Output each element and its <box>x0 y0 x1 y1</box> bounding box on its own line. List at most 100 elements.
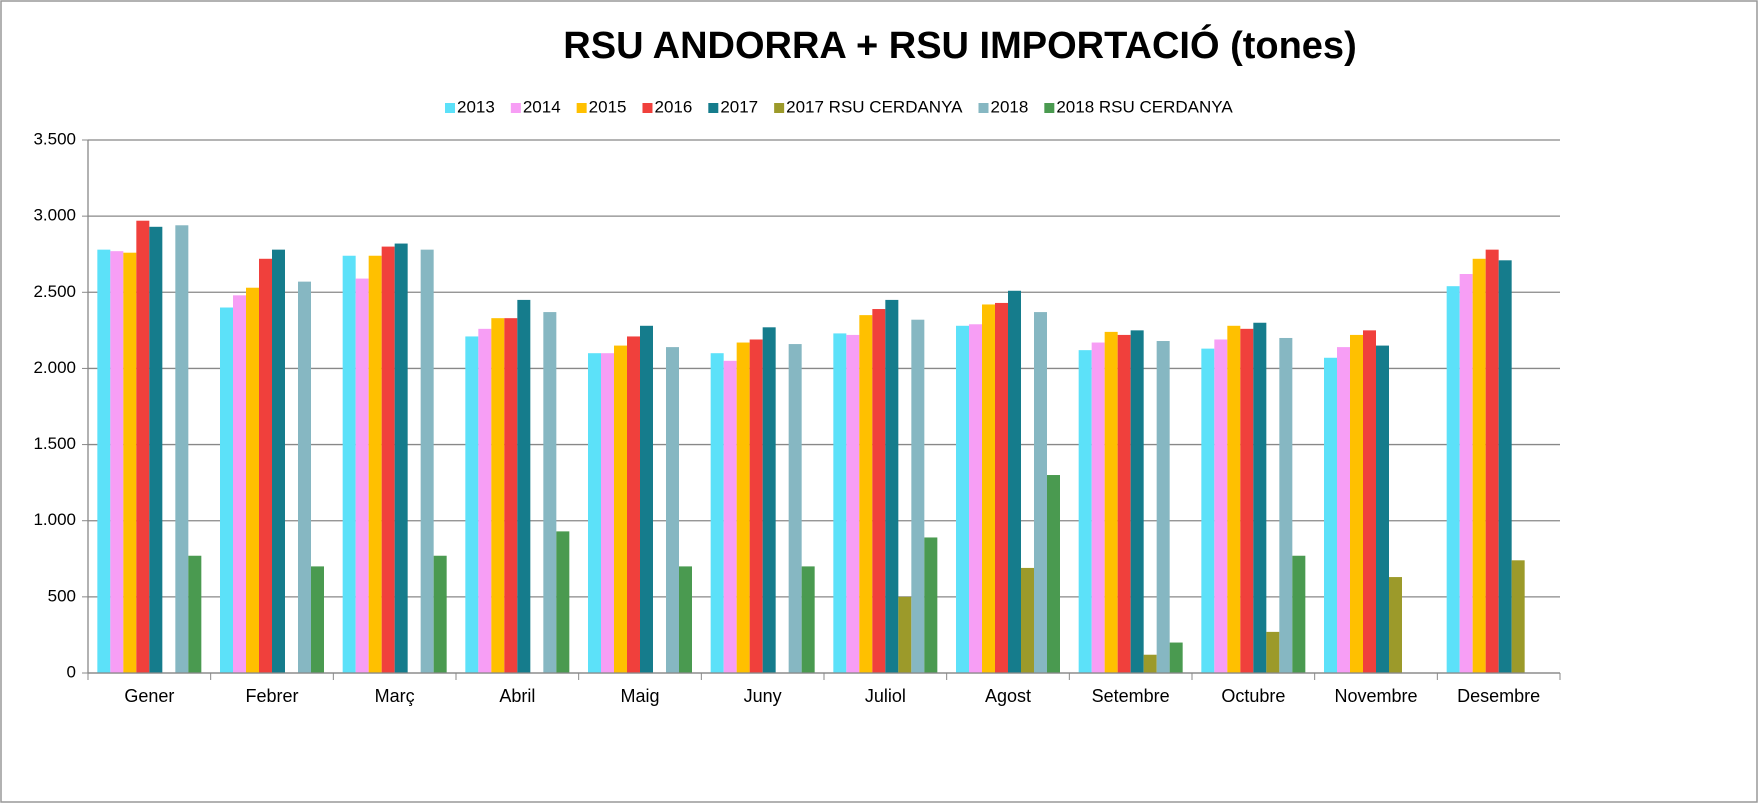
x-tick-label: Abril <box>499 686 535 706</box>
y-tick-label: 1.500 <box>33 434 76 453</box>
y-tick-label: 2.500 <box>33 282 76 301</box>
legend-label: 2017 <box>720 97 758 116</box>
bar <box>123 252 137 674</box>
bar <box>801 566 815 673</box>
bar <box>355 278 369 673</box>
bar <box>627 336 640 673</box>
bar <box>736 342 750 673</box>
x-tick-label: Desembre <box>1457 686 1540 706</box>
bar <box>311 566 324 673</box>
bar <box>1459 274 1473 673</box>
legend-label: 2018 RSU CERDANYA <box>1056 97 1233 116</box>
x-tick-label: Setembre <box>1092 686 1170 706</box>
legend-swatch <box>1044 103 1055 113</box>
bar <box>543 312 557 673</box>
bar <box>1130 330 1144 673</box>
legend-swatch <box>708 103 719 113</box>
bar <box>898 596 912 673</box>
bar <box>342 255 356 674</box>
y-tick-label: 3.500 <box>33 129 76 148</box>
bar <box>859 315 873 673</box>
bar <box>1266 631 1280 673</box>
legend-swatch <box>642 103 653 113</box>
x-tick-label: Agost <box>985 686 1031 706</box>
bar <box>1350 334 1363 673</box>
legend-swatch <box>445 103 455 113</box>
bar <box>175 225 189 673</box>
legend-swatch <box>510 103 521 113</box>
bar <box>556 531 570 673</box>
bar <box>995 302 1008 673</box>
bar <box>788 344 802 673</box>
bar <box>1279 337 1293 673</box>
bar <box>504 318 518 673</box>
bar <box>1240 328 1254 673</box>
bar <box>136 220 150 673</box>
bar <box>1324 357 1337 673</box>
y-tick-label: 1.000 <box>33 510 76 529</box>
bar <box>1389 577 1402 673</box>
bar <box>614 345 627 673</box>
bar <box>1214 339 1228 673</box>
legend-swatch <box>774 103 785 113</box>
bar <box>1021 567 1034 673</box>
bar <box>478 328 492 673</box>
bar <box>1008 290 1021 673</box>
y-tick-label: 2.000 <box>33 358 76 377</box>
bar <box>1253 322 1267 673</box>
bar <box>956 325 969 673</box>
x-tick-label: Octubre <box>1221 686 1285 706</box>
bar <box>491 318 505 673</box>
bar <box>394 243 408 673</box>
bar <box>368 255 382 674</box>
bar <box>762 327 776 673</box>
bar <box>1472 258 1486 673</box>
bar <box>872 309 886 673</box>
bar <box>97 249 111 673</box>
bar <box>1201 348 1215 673</box>
bar <box>272 249 285 673</box>
bar <box>723 360 737 673</box>
bar <box>1511 560 1525 673</box>
bar <box>846 334 860 673</box>
bar <box>1091 342 1105 673</box>
bar <box>749 339 763 673</box>
bar <box>911 319 925 673</box>
chart-title: RSU ANDORRA + RSU IMPORTACIÓ (tones) <box>563 23 1356 67</box>
bar <box>233 295 246 673</box>
legend-swatch <box>576 103 587 113</box>
legend-label: 2015 <box>589 97 627 116</box>
bar <box>710 353 724 673</box>
bar <box>1034 312 1047 673</box>
bar <box>1363 330 1376 673</box>
bar <box>1446 286 1460 673</box>
bar <box>1169 642 1183 673</box>
x-tick-label: Juny <box>744 686 782 706</box>
bar <box>420 249 434 673</box>
bar <box>924 537 938 673</box>
bar <box>1485 249 1499 673</box>
bar <box>149 226 163 673</box>
bar <box>259 258 272 673</box>
bar <box>1337 347 1350 673</box>
bar <box>1156 341 1170 673</box>
x-tick-label: Novembre <box>1334 686 1417 706</box>
bar <box>1078 350 1092 673</box>
bar <box>885 299 899 673</box>
bar <box>298 281 311 673</box>
bar <box>246 287 259 673</box>
bar <box>465 336 479 673</box>
x-tick-label: Gener <box>124 686 174 706</box>
x-tick-label: Març <box>375 686 415 706</box>
x-tick-label: Juliol <box>865 686 906 706</box>
bar <box>969 324 982 673</box>
bar <box>1047 475 1060 673</box>
bar <box>110 251 124 673</box>
bar <box>640 325 653 673</box>
bar <box>1117 334 1131 673</box>
bar <box>679 566 692 673</box>
x-tick-label: Febrer <box>245 686 298 706</box>
bar <box>1498 260 1512 673</box>
bar <box>517 299 531 673</box>
